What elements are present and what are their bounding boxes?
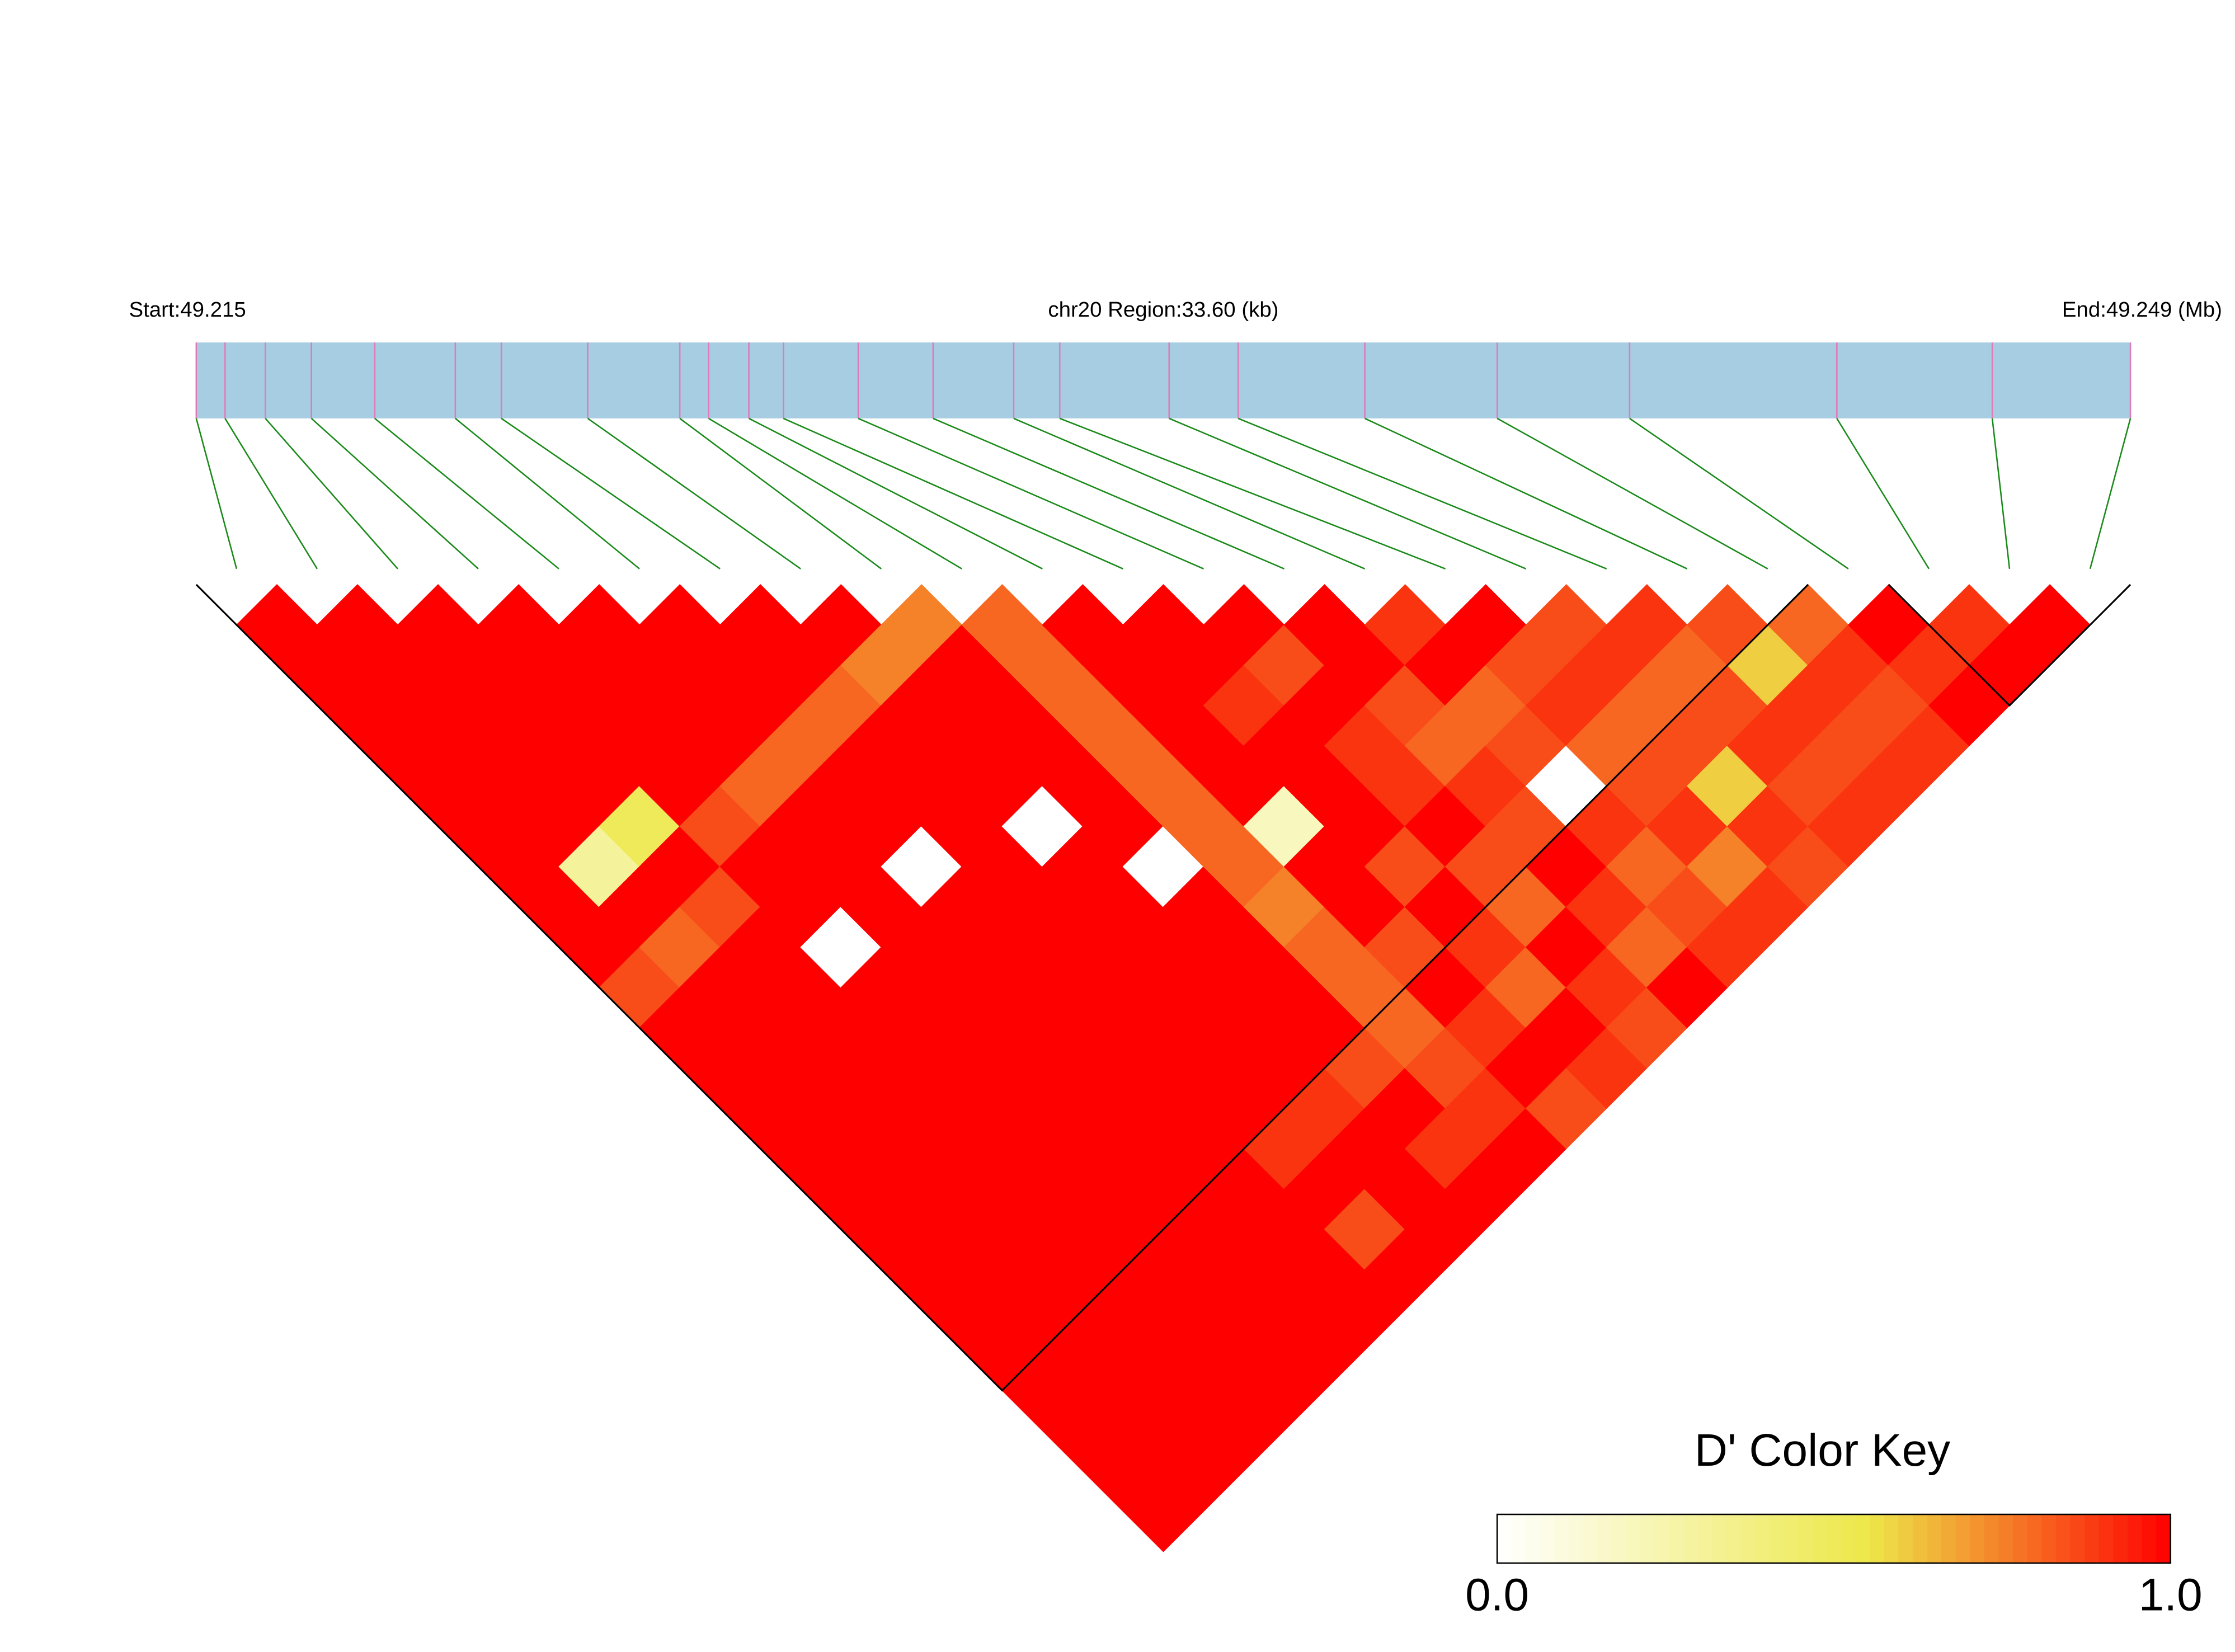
key-swatch — [1511, 1514, 1527, 1564]
key-swatch — [1955, 1514, 1971, 1564]
key-swatch — [1784, 1514, 1799, 1564]
snp-connector — [1836, 418, 1930, 570]
key-swatch — [1626, 1514, 1641, 1564]
key-swatch — [1798, 1514, 1813, 1564]
snp-connector — [679, 417, 882, 570]
snp-connector — [933, 417, 1285, 570]
snp-connector — [587, 417, 801, 570]
snp-connector — [1238, 417, 1607, 570]
key-swatch — [1726, 1514, 1742, 1564]
key-swatch — [1554, 1514, 1570, 1564]
key-swatch — [2127, 1514, 2143, 1564]
snp-connector — [501, 417, 721, 570]
key-swatch — [1683, 1514, 1698, 1564]
key-swatch — [2156, 1514, 2172, 1564]
key-swatch — [1526, 1514, 1541, 1564]
key-frame — [1496, 1513, 2172, 1564]
snp-connector — [195, 418, 238, 570]
snp-connector — [310, 417, 479, 570]
ld-block — [1888, 583, 2132, 707]
snp-connector — [455, 417, 640, 570]
key-swatch — [1769, 1514, 1785, 1564]
ld-block — [195, 583, 1809, 1392]
key-swatch — [1612, 1514, 1627, 1564]
key-swatch — [1998, 1514, 2014, 1564]
key-swatch — [1941, 1514, 1956, 1564]
key-swatch — [1597, 1514, 1613, 1564]
key-swatch — [1970, 1514, 1985, 1564]
key-swatch — [1927, 1514, 1942, 1564]
key-swatch — [2013, 1514, 2028, 1564]
key-swatch — [2098, 1514, 2114, 1564]
region-label: chr20 Region:33.60 (kb) — [1048, 298, 1278, 322]
snp-connector — [1497, 417, 1768, 570]
snp-connector — [1013, 417, 1366, 570]
snp-connector — [1364, 417, 1688, 570]
snp-connector — [708, 417, 962, 570]
key-swatch — [2113, 1514, 2129, 1564]
key-swatch — [1540, 1514, 1555, 1564]
snp-connector — [1059, 417, 1446, 570]
key-swatch — [1755, 1514, 1770, 1564]
key-swatch — [2085, 1514, 2100, 1564]
snp-connector — [749, 417, 1043, 570]
snp-connector — [374, 417, 559, 570]
key-swatch — [1855, 1514, 1871, 1564]
key-swatch — [1912, 1514, 1928, 1564]
key-tick-label: 1.0 — [2139, 1570, 2203, 1621]
key-swatch — [1740, 1514, 1756, 1564]
key-swatch — [1869, 1514, 1885, 1564]
key-swatch — [2027, 1514, 2043, 1564]
key-swatch — [1884, 1514, 1899, 1564]
key-swatch — [2055, 1514, 2071, 1564]
key-swatch — [2070, 1514, 2086, 1564]
key-swatch — [1812, 1514, 1828, 1564]
snp-connector — [1629, 417, 1849, 570]
snp-connector — [1169, 417, 1527, 570]
end-label: End:49.249 (Mb) — [2062, 298, 2222, 322]
region-bar — [196, 342, 2131, 418]
key-tick-label: 0.0 — [1465, 1570, 1529, 1621]
key-swatch — [1984, 1514, 1999, 1564]
key-swatch — [2041, 1514, 2057, 1564]
start-label: Start:49.215 — [129, 298, 246, 322]
snp-connector — [2089, 418, 2132, 570]
key-swatch — [1827, 1514, 1842, 1564]
snp-connector — [858, 417, 1204, 570]
key-swatch — [1712, 1514, 1728, 1564]
key-swatch — [1841, 1514, 1856, 1564]
key-swatch — [1697, 1514, 1713, 1564]
key-swatch — [1654, 1514, 1670, 1564]
key-swatch — [1583, 1514, 1598, 1564]
key-swatch — [1898, 1514, 1914, 1564]
key-swatch — [1497, 1514, 1513, 1564]
key-title: D' Color Key — [1695, 1425, 1950, 1476]
key-swatch — [1669, 1514, 1685, 1564]
snp-connector — [783, 417, 1123, 570]
key-swatch — [2142, 1514, 2157, 1564]
key-swatch — [1640, 1514, 1656, 1564]
snp-connector — [1991, 418, 2011, 569]
key-swatch — [1569, 1514, 1584, 1564]
snp-connector — [265, 418, 398, 570]
snp-connector — [224, 418, 318, 570]
